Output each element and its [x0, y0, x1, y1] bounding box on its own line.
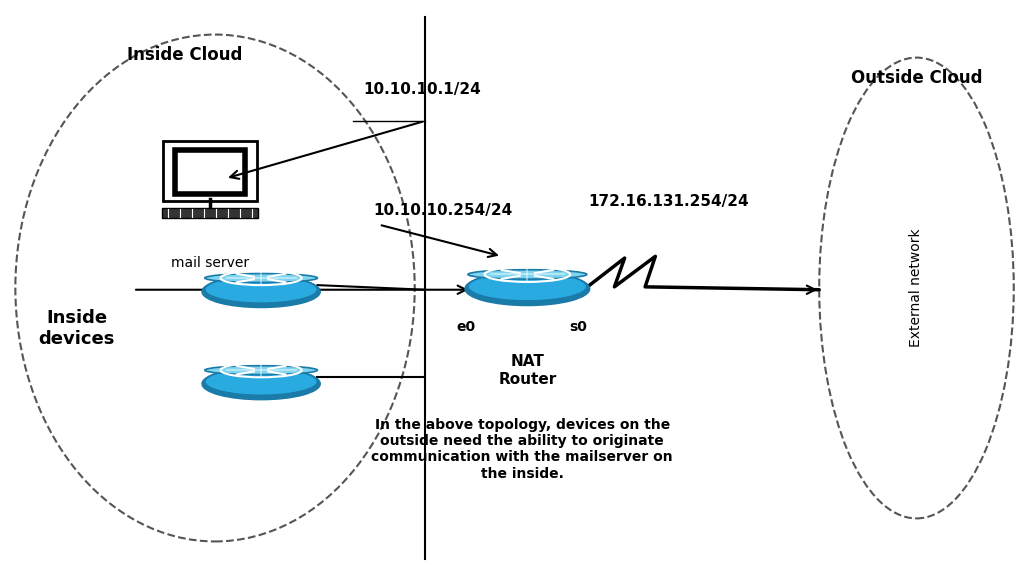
FancyBboxPatch shape: [163, 141, 256, 201]
FancyBboxPatch shape: [162, 208, 258, 218]
Text: NAT
Router: NAT Router: [499, 354, 556, 386]
Ellipse shape: [468, 270, 587, 279]
Text: 10.10.10.254/24: 10.10.10.254/24: [374, 203, 513, 218]
Text: External network: External network: [909, 229, 924, 347]
Text: 172.16.131.254/24: 172.16.131.254/24: [589, 194, 750, 209]
Ellipse shape: [465, 272, 590, 306]
Ellipse shape: [205, 276, 317, 303]
Text: Outside Cloud: Outside Cloud: [851, 69, 982, 87]
Text: e0: e0: [457, 320, 475, 334]
Ellipse shape: [468, 272, 587, 301]
Text: In the above topology, devices on the
outside need the ability to originate
comm: In the above topology, devices on the ou…: [372, 418, 673, 480]
Ellipse shape: [202, 276, 321, 308]
Text: 10.10.10.1/24: 10.10.10.1/24: [364, 82, 481, 97]
Ellipse shape: [205, 274, 317, 282]
Ellipse shape: [205, 368, 317, 395]
Ellipse shape: [202, 368, 321, 400]
Text: Inside
devices: Inside devices: [39, 309, 115, 348]
FancyBboxPatch shape: [174, 150, 246, 195]
Text: s0: s0: [569, 320, 588, 334]
Text: Inside Cloud: Inside Cloud: [127, 46, 242, 64]
Ellipse shape: [205, 366, 317, 374]
Text: mail server: mail server: [171, 256, 249, 270]
